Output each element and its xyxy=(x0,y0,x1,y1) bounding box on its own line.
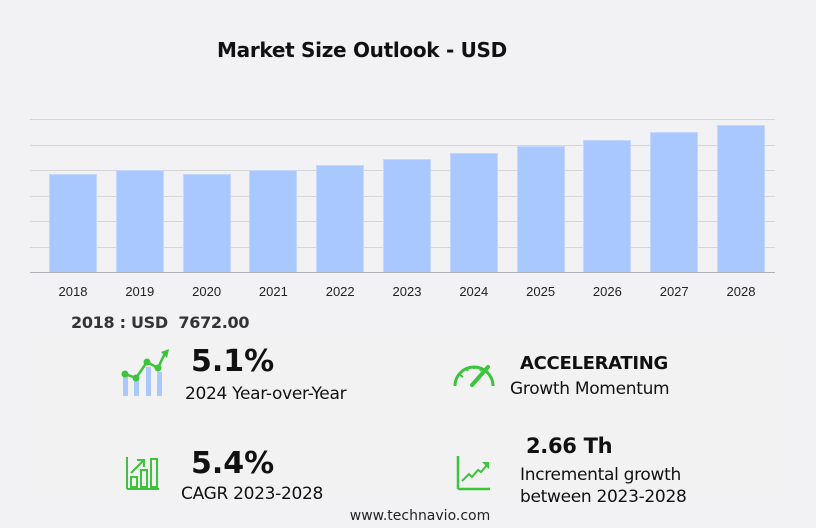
x-axis-label: 2018 xyxy=(58,284,88,299)
source-footer: www.technavio.com xyxy=(349,508,491,524)
bar-2020 xyxy=(182,174,231,272)
x-axis-label: 2022 xyxy=(325,284,355,299)
bar-chart-arrow-icon xyxy=(125,455,161,495)
x-axis-label: 2020 xyxy=(192,284,222,299)
x-axis-label: 2026 xyxy=(592,284,622,299)
bar-2027 xyxy=(650,132,699,272)
bar-2019 xyxy=(115,170,164,272)
kpi-panel xyxy=(35,332,780,496)
yoy-label: 2024 Year-over-Year xyxy=(185,384,347,404)
x-axis-label: 2023 xyxy=(392,284,422,299)
x-axis-label: 2028 xyxy=(726,284,756,299)
bar-2024 xyxy=(449,153,498,272)
incremental-label-line1: Incremental growth xyxy=(520,465,681,485)
gridline xyxy=(30,144,775,146)
bar-2018 xyxy=(49,174,97,272)
x-axis-label: 2021 xyxy=(258,284,288,299)
gridline xyxy=(30,119,775,120)
bar-chart-plot xyxy=(30,119,775,273)
bar-2026 xyxy=(583,140,632,272)
cagr-label: CAGR 2023-2028 xyxy=(181,484,324,504)
x-axis-label: 2025 xyxy=(526,284,556,299)
momentum-label: Growth Momentum xyxy=(510,379,670,399)
x-axis-label: 2027 xyxy=(659,284,689,299)
incremental-label-line2: between 2023-2028 xyxy=(520,487,687,507)
x-axis-label: 2019 xyxy=(125,284,155,299)
bar-2025 xyxy=(516,146,565,272)
line-bar-growth-icon xyxy=(119,348,169,402)
cagr-value: 5.4% xyxy=(191,446,275,481)
yoy-value: 5.1% xyxy=(191,344,275,379)
bar-2022 xyxy=(316,165,365,272)
speedometer-icon xyxy=(451,358,497,392)
x-axis-line xyxy=(30,272,775,273)
x-axis-label: 2024 xyxy=(459,284,489,299)
incremental-value: 2.66 Th xyxy=(526,434,613,458)
trend-up-icon xyxy=(456,455,492,495)
bar-2028 xyxy=(717,125,765,272)
bar-2023 xyxy=(383,159,431,272)
base-year-value: 2018 : USD 7672.00 xyxy=(71,313,250,332)
bar-2021 xyxy=(249,170,298,272)
momentum-value: ACCELERATING xyxy=(520,353,669,374)
chart-title: Market Size Outlook - USD xyxy=(217,38,507,62)
